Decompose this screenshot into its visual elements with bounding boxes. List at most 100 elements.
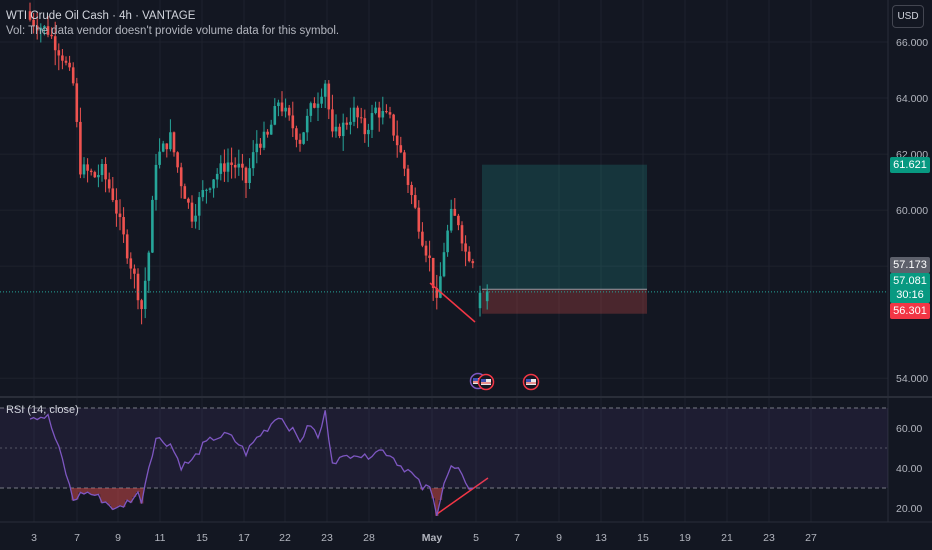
candle-body xyxy=(453,208,457,216)
candle-body xyxy=(226,162,230,172)
candle-body xyxy=(331,109,334,132)
candle-body xyxy=(100,164,104,176)
candle-body xyxy=(446,230,449,253)
candle-body xyxy=(377,107,381,118)
candle-body xyxy=(259,143,262,148)
candle-body xyxy=(298,139,302,144)
candle-body xyxy=(97,175,100,178)
candle-body xyxy=(399,145,403,153)
rsi-trendline xyxy=(436,477,489,515)
candle-body xyxy=(392,114,395,136)
candle-body xyxy=(367,129,370,135)
candle-body xyxy=(68,62,71,68)
last-price-badge: 57.081 xyxy=(890,273,930,289)
symbol-title[interactable]: WTI Crude Oil Cash · 4h · VANTAGE xyxy=(6,10,196,22)
currency-button[interactable]: USD xyxy=(892,5,924,28)
us-flag-event-icon[interactable] xyxy=(522,373,540,391)
long-position-tool[interactable] xyxy=(482,164,647,314)
economic-event-markers[interactable] xyxy=(469,372,540,391)
time-tick-label: 13 xyxy=(595,532,607,544)
time-axis[interactable]: 3 7 9 11 15 17 22 23 28 May 5 7 9 13 15 19 21 23 27 xyxy=(31,532,817,544)
candle-body xyxy=(201,190,205,198)
candle-body xyxy=(421,231,424,246)
candle-body xyxy=(356,107,359,118)
candle-body xyxy=(215,173,219,180)
candle-body xyxy=(143,280,147,310)
prev-close-badge: 57.173 xyxy=(890,257,930,273)
candle-body xyxy=(334,126,338,132)
candle-body xyxy=(187,198,190,203)
candle-body xyxy=(151,199,154,253)
candle-body xyxy=(284,107,287,112)
candle-body xyxy=(154,164,158,200)
candle-body xyxy=(86,164,89,171)
candle-body xyxy=(125,234,129,259)
candle-body xyxy=(442,252,446,277)
time-tick-label: 3 xyxy=(31,532,37,544)
candle-body xyxy=(53,36,57,51)
candle-body xyxy=(388,112,392,115)
time-tick-label: 22 xyxy=(279,532,291,544)
candle-body xyxy=(349,121,352,125)
bar-countdown-badge: 30:16 xyxy=(890,287,930,303)
rsi-oversold-fill xyxy=(71,488,472,516)
us-flag-event-icon[interactable] xyxy=(477,373,495,391)
candle-body xyxy=(431,257,435,288)
candle-body xyxy=(403,152,406,169)
candle-body xyxy=(460,225,464,244)
candle-body xyxy=(158,151,161,165)
candle-body xyxy=(277,102,280,107)
stop-zone xyxy=(482,289,647,314)
candle-body xyxy=(457,215,460,226)
candle-body xyxy=(129,258,133,269)
rsi-tick-label: 20.00 xyxy=(896,503,922,515)
candle-body xyxy=(169,132,172,150)
candle-body xyxy=(413,195,417,208)
time-tick-label: May xyxy=(422,532,443,544)
candle-body xyxy=(205,189,208,191)
candle-body xyxy=(363,118,367,135)
candle-body xyxy=(194,215,197,222)
candle-body xyxy=(82,164,86,175)
candle-body xyxy=(50,34,53,37)
candle-body xyxy=(467,251,471,262)
candle-body xyxy=(244,167,248,183)
candle-body xyxy=(219,163,223,174)
candle-body xyxy=(323,83,327,97)
candle-body xyxy=(302,132,305,144)
candle-body xyxy=(230,162,233,165)
rsi-legend[interactable]: RSI (14, close) xyxy=(6,404,79,416)
candle-body xyxy=(140,300,143,310)
candle-body xyxy=(485,291,489,302)
time-tick-label: 23 xyxy=(321,532,333,544)
candle-body xyxy=(385,111,388,113)
candle-body xyxy=(316,103,320,108)
candle-body xyxy=(449,208,453,231)
candle-body xyxy=(161,143,165,152)
candle-body xyxy=(374,107,377,114)
candle-body xyxy=(183,186,187,199)
candle-body xyxy=(295,128,298,140)
candle-body xyxy=(79,121,82,175)
trendline-drawings[interactable] xyxy=(429,282,489,515)
candle-body xyxy=(32,19,35,26)
time-tick-label: 7 xyxy=(514,532,520,544)
target-price-badge: 61.621 xyxy=(890,157,930,173)
candle-body xyxy=(57,50,61,56)
candle-body xyxy=(370,113,374,130)
candle-body xyxy=(28,11,32,20)
candle-body xyxy=(305,115,309,133)
time-tick-label: 19 xyxy=(679,532,691,544)
candle-body xyxy=(136,273,140,301)
candle-body xyxy=(133,268,136,274)
price-tick-label: 66.000 xyxy=(896,37,928,49)
event-flag-canton xyxy=(526,379,531,382)
candle-body xyxy=(35,25,39,31)
candle-body xyxy=(309,103,313,116)
candle-body xyxy=(147,252,151,281)
candle-body xyxy=(241,163,244,168)
candle-body xyxy=(255,143,259,153)
candle-body xyxy=(115,200,118,214)
